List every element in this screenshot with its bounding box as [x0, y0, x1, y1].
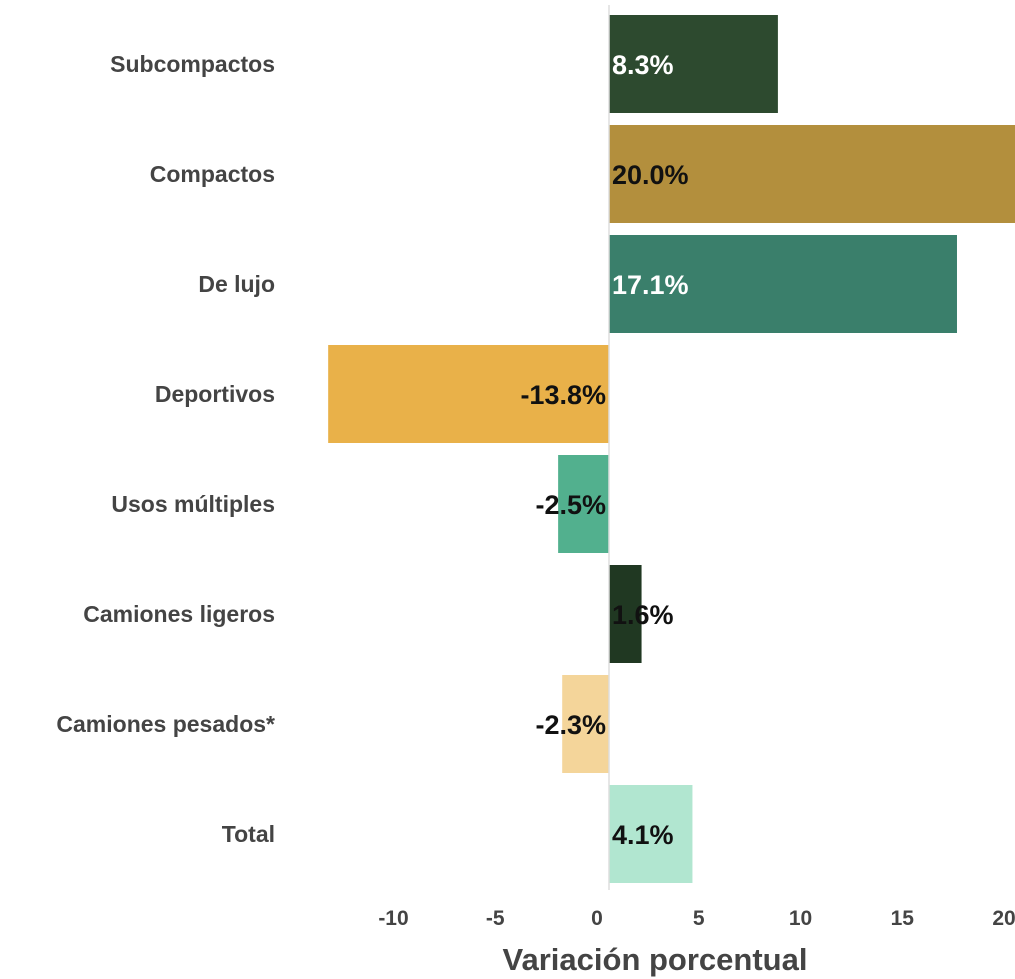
category-label-deportivos: Deportivos [155, 381, 275, 407]
category-label-usos-multiples: Usos múltiples [111, 491, 275, 517]
value-label-total: 4.1% [612, 820, 674, 850]
value-label-subcompactos: 8.3% [612, 50, 674, 80]
value-labels: 8.3% 20.0% 17.1% -13.8% -2.5% 1.6% -2.3% 4.1% [520, 50, 688, 850]
x-tick-label: 20 [992, 907, 1015, 930]
value-label-camiones-pesados: -2.3% [535, 710, 606, 740]
value-label-deportivos: -13.8% [520, 380, 606, 410]
x-axis-ticks: -10 -5 0 5 10 15 20 [378, 907, 1015, 930]
x-tick-label: 15 [891, 907, 915, 930]
category-label-total: Total [222, 821, 275, 847]
x-tick-label: 5 [693, 907, 705, 930]
category-label-de-lujo: De lujo [198, 271, 275, 297]
value-label-camiones-ligeros: 1.6% [612, 600, 674, 630]
x-tick-label: 0 [591, 907, 603, 930]
value-label-de-lujo: 17.1% [612, 270, 689, 300]
category-label-subcompactos: Subcompactos [110, 51, 275, 77]
category-label-camiones-pesados: Camiones pesados* [56, 711, 275, 737]
bars-group [328, 15, 1015, 883]
x-tick-label: 10 [789, 907, 812, 930]
x-axis-title: Variación porcentual [503, 942, 808, 977]
value-label-usos-multiples: -2.5% [535, 490, 606, 520]
category-labels: Subcompactos Compactos De lujo Deportivos Us… [56, 51, 275, 847]
category-label-compactos: Compactos [150, 161, 275, 187]
x-tick-label: -10 [378, 907, 408, 930]
category-label-camiones-ligeros: Camiones ligeros [83, 601, 275, 627]
value-label-compactos: 20.0% [612, 160, 689, 190]
x-tick-label: -5 [486, 907, 505, 930]
